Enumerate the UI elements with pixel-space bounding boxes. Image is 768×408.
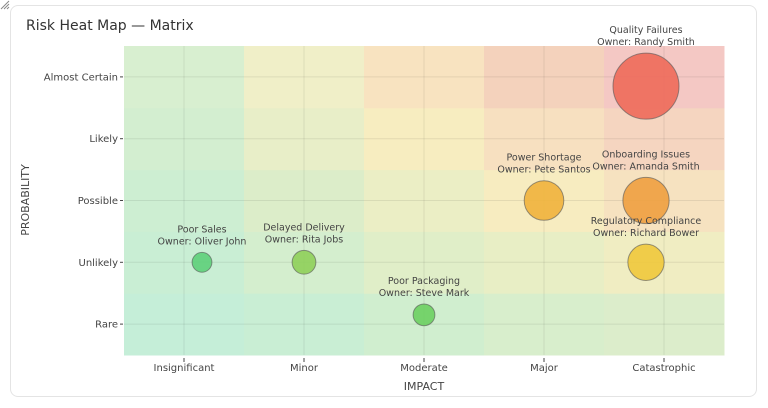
heatmap-cell [484, 46, 605, 109]
risk-bubble [627, 243, 665, 281]
heatmap-cell [244, 293, 365, 356]
risk-name-label: Delayed Delivery [263, 222, 345, 233]
heatmap-cell [244, 46, 365, 109]
risk-bubble [191, 251, 213, 273]
heatmap-cell [484, 107, 605, 171]
risk-owner-label: Owner: Oliver John [158, 236, 247, 247]
risk-bubble [612, 52, 680, 120]
heatmap-cell [124, 231, 245, 294]
risk-owner-label: Owner: Rita Jobs [265, 234, 344, 245]
risk-owner-label: Owner: Amanda Smith [592, 161, 699, 172]
risk-name-label: Regulatory Compliance [591, 216, 702, 227]
heatmap-cell [364, 107, 485, 171]
heatmap-cell [124, 107, 245, 171]
risk-bubble [622, 176, 670, 225]
risk-owner-label: Owner: Richard Bower [593, 228, 699, 239]
risk-name-label: Onboarding Issues [602, 149, 690, 160]
heatmap-cell [124, 46, 245, 109]
risk-bubble [412, 303, 436, 327]
x-axis-title: IMPACT [404, 380, 445, 393]
x-tick-label: Moderate [400, 363, 448, 374]
x-tick-label: Minor [290, 363, 319, 374]
x-tick-label: Insignificant [154, 363, 215, 374]
risk-owner-label: Owner: Randy Smith [597, 37, 695, 48]
heatmap-cell [364, 46, 485, 109]
risk-owner-label: Owner: Pete Santos [497, 165, 590, 176]
y-axis-title: PROBABILITY [19, 164, 32, 236]
x-tick-label: Major [530, 363, 559, 374]
heatmap-cell [604, 107, 725, 171]
y-tick-label: Rare [95, 320, 118, 331]
heatmap-cell [484, 293, 605, 356]
heatmap-cell [484, 231, 605, 294]
heatmap-cell [124, 293, 245, 356]
risk-name-label: Poor Packaging [388, 276, 460, 287]
risk-name-label: Quality Failures [609, 25, 682, 36]
y-tick-label: Likely [89, 134, 118, 145]
risk-bubble [291, 249, 317, 275]
risk-bubble [523, 180, 565, 221]
heatmap-cell [364, 231, 485, 294]
y-tick-label: Possible [78, 196, 118, 207]
resize-handle-icon[interactable] [0, 0, 10, 10]
heatmap-cell [244, 107, 365, 171]
heatmap-cell [364, 169, 485, 232]
x-tick-label: Catastrophic [632, 363, 695, 374]
y-tick-label: Almost Certain [44, 72, 118, 83]
chart-title: Risk Heat Map — Matrix [26, 18, 194, 34]
heatmap-cell [244, 169, 365, 232]
risk-name-label: Poor Sales [177, 224, 226, 235]
risk-owner-label: Owner: Steve Mark [379, 288, 470, 299]
risk-name-label: Power Shortage [507, 153, 582, 164]
heatmap-cell [604, 293, 725, 356]
y-tick-label: Unlikely [79, 258, 119, 269]
heatmap-cell [124, 169, 245, 232]
